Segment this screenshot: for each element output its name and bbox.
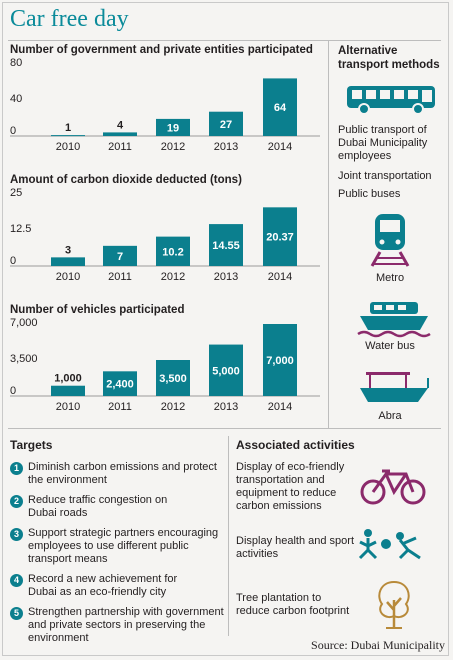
activity-text-2: Display health and sport activities	[236, 535, 355, 560]
sidebar-divider	[328, 40, 329, 428]
target-text-1: Diminish carbon emissions and protect th…	[28, 461, 217, 486]
chart-vehicles: 7,000 3,500 0 1,000 2010 2,400 2011 3,500 2012 5,…	[10, 318, 320, 413]
sport-icon	[358, 529, 421, 560]
activities-heading: Associated activities	[236, 438, 355, 452]
chart-entities: 80 40 0 1 2010 4 2011 19 2012 27 2013 64 2014	[10, 58, 320, 153]
top-rule	[8, 40, 441, 41]
x-tick-label: 2012	[161, 401, 185, 413]
alt-item-buses: Public buses	[338, 188, 401, 200]
bar	[209, 344, 243, 396]
bar	[103, 245, 137, 266]
tree-icon	[378, 580, 410, 629]
y-tick-label: 25	[10, 188, 22, 199]
y-tick-label: 0	[10, 255, 16, 267]
data-label: 4	[117, 119, 124, 131]
sidebar-heading: Alternative transport methods	[338, 44, 440, 72]
y-tick-label: 3,500	[10, 353, 38, 365]
data-label: 10.2	[162, 246, 183, 258]
target-num-3: 3	[10, 528, 23, 541]
bar	[263, 78, 297, 136]
y-tick-label: 40	[10, 93, 22, 105]
y-tick-label: 0	[10, 385, 16, 397]
activity-text-3: Tree plantation to reduce carbon footpri…	[236, 592, 350, 617]
data-label: 2,400	[106, 379, 134, 391]
metro-icon	[370, 214, 410, 267]
sidebar-heading-line2: transport methods	[338, 59, 440, 71]
water-bus-icon	[357, 302, 431, 338]
infographic-frame	[2, 2, 449, 656]
x-tick-label: 2014	[268, 401, 292, 413]
target-text-5: Strengthen partnership with government a…	[28, 606, 224, 644]
x-tick-label: 2013	[214, 401, 238, 413]
data-label: 1,000	[54, 373, 82, 385]
source-credit: Source: Dubai Municipality	[311, 638, 445, 652]
data-label: 1	[65, 122, 71, 134]
y-tick-label: 0	[10, 125, 16, 137]
water-bus-label: Water bus	[365, 340, 415, 352]
metro-label: Metro	[375, 272, 405, 284]
x-tick-label: 2010	[56, 271, 80, 283]
x-tick-label: 2013	[214, 141, 238, 153]
bar	[263, 207, 297, 266]
chart3-title: Number of vehicles participated	[10, 304, 185, 316]
bottom-divider	[228, 436, 229, 636]
bar	[156, 118, 190, 136]
bar	[51, 135, 85, 137]
data-label: 20.37	[266, 232, 294, 244]
chart-co2: 25 12.5 0 3 2010 7 2011 10.2 2012 14.55 2013 20.37 2…	[10, 188, 320, 283]
targets-heading: Targets	[10, 438, 53, 452]
bar	[209, 111, 243, 136]
bar	[51, 385, 85, 396]
sidebar-heading-line1: Alternative	[338, 45, 398, 57]
data-label: 14.55	[212, 240, 240, 252]
data-label: 7,000	[266, 355, 294, 367]
bar	[156, 236, 190, 266]
bus-icon	[347, 86, 435, 115]
x-tick-label: 2011	[108, 401, 132, 413]
bar	[103, 371, 137, 396]
target-num-2: 2	[10, 495, 23, 508]
bottom-section-rule	[8, 428, 441, 429]
alt-item-joint: Joint transportation	[338, 170, 432, 182]
x-tick-label: 2014	[268, 141, 292, 153]
x-tick-label: 2012	[161, 271, 185, 283]
chart2-title: Amount of carbon dioxide deducted (tons)	[10, 174, 242, 186]
page-title: Car free day	[10, 6, 129, 32]
y-tick-label: 7,000	[10, 318, 38, 329]
x-tick-label: 2010	[56, 141, 80, 153]
data-label: 64	[274, 102, 287, 114]
data-label: 3,500	[159, 373, 187, 385]
data-label: 19	[167, 122, 179, 134]
target-text-3: Support strategic partners encouraging e…	[28, 527, 219, 565]
x-tick-label: 2014	[268, 271, 292, 283]
bar	[209, 224, 243, 266]
x-tick-label: 2010	[56, 401, 80, 413]
x-tick-label: 2011	[108, 271, 132, 283]
target-num-5: 5	[10, 607, 23, 620]
target-num-4: 4	[10, 574, 23, 587]
bar	[103, 132, 137, 136]
y-tick-label: 80	[10, 58, 22, 69]
data-label: 3	[65, 244, 71, 256]
y-tick-label: 12.5	[10, 223, 31, 235]
data-label: 7	[117, 251, 123, 263]
abra-label: Abra	[378, 410, 402, 422]
alt-item-employees: Public transport of Dubai Municipality e…	[338, 124, 428, 162]
target-text-2: Reduce traffic congestion on Dubai roads	[28, 494, 168, 519]
data-label: 5,000	[212, 365, 240, 377]
activity-text-1: Display of eco-friendly transportation a…	[236, 461, 345, 512]
bar	[51, 257, 85, 266]
bar	[156, 360, 190, 396]
target-num-1: 1	[10, 462, 23, 475]
chart1-title: Number of government and private entitie…	[10, 44, 313, 56]
bar	[263, 324, 297, 396]
abra-icon	[360, 372, 429, 402]
x-tick-label: 2011	[108, 141, 132, 153]
data-label: 27	[220, 119, 232, 131]
x-tick-label: 2012	[161, 141, 185, 153]
bicycle-icon	[360, 469, 426, 505]
x-tick-label: 2013	[214, 271, 238, 283]
target-text-4: Record a new achievement for Dubai as an…	[28, 573, 178, 598]
